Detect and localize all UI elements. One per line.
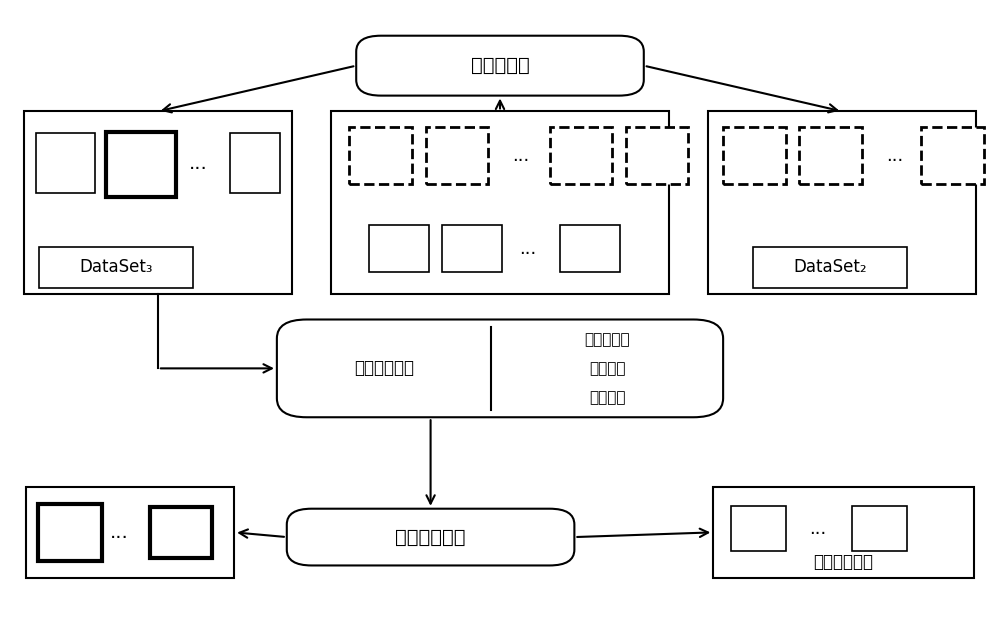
Bar xyxy=(36,134,95,194)
Bar xyxy=(349,127,412,184)
Text: DataSet₃: DataSet₃ xyxy=(79,258,152,277)
Bar xyxy=(550,127,612,184)
Text: 内容感知: 内容感知 xyxy=(589,361,625,376)
Bar xyxy=(39,247,193,288)
Text: ...: ... xyxy=(110,523,129,542)
Bar xyxy=(852,507,907,551)
Text: 自分类模型: 自分类模型 xyxy=(471,56,529,75)
Text: DataSet₂: DataSet₂ xyxy=(793,258,867,277)
Bar xyxy=(723,127,786,184)
Text: ...: ... xyxy=(189,154,208,173)
Text: 图像质量得分: 图像质量得分 xyxy=(395,528,466,546)
Bar xyxy=(369,225,429,272)
Text: ...: ... xyxy=(886,146,903,164)
FancyBboxPatch shape xyxy=(356,36,644,96)
Bar xyxy=(150,507,212,558)
Text: 清洗后的图像: 清洗后的图像 xyxy=(814,553,874,571)
Bar xyxy=(230,134,280,194)
Bar xyxy=(713,487,974,578)
Bar xyxy=(331,111,669,295)
Text: 图像清洗模型: 图像清洗模型 xyxy=(354,359,414,378)
FancyBboxPatch shape xyxy=(277,320,723,417)
Bar xyxy=(26,487,234,578)
Bar xyxy=(753,247,907,288)
Bar xyxy=(731,507,786,551)
Bar xyxy=(24,111,292,295)
Text: ...: ... xyxy=(519,240,536,258)
Text: 自分类初筛: 自分类初筛 xyxy=(584,332,630,347)
Bar xyxy=(106,132,176,197)
Text: 质量映射: 质量映射 xyxy=(589,390,625,405)
Bar xyxy=(38,504,102,561)
FancyBboxPatch shape xyxy=(287,509,574,566)
Bar xyxy=(426,127,488,184)
Bar xyxy=(442,225,502,272)
Text: ...: ... xyxy=(809,520,826,537)
Text: ...: ... xyxy=(512,146,529,164)
Bar xyxy=(626,127,688,184)
Bar xyxy=(560,225,620,272)
Bar xyxy=(708,111,976,295)
Bar xyxy=(921,127,984,184)
Bar xyxy=(799,127,862,184)
